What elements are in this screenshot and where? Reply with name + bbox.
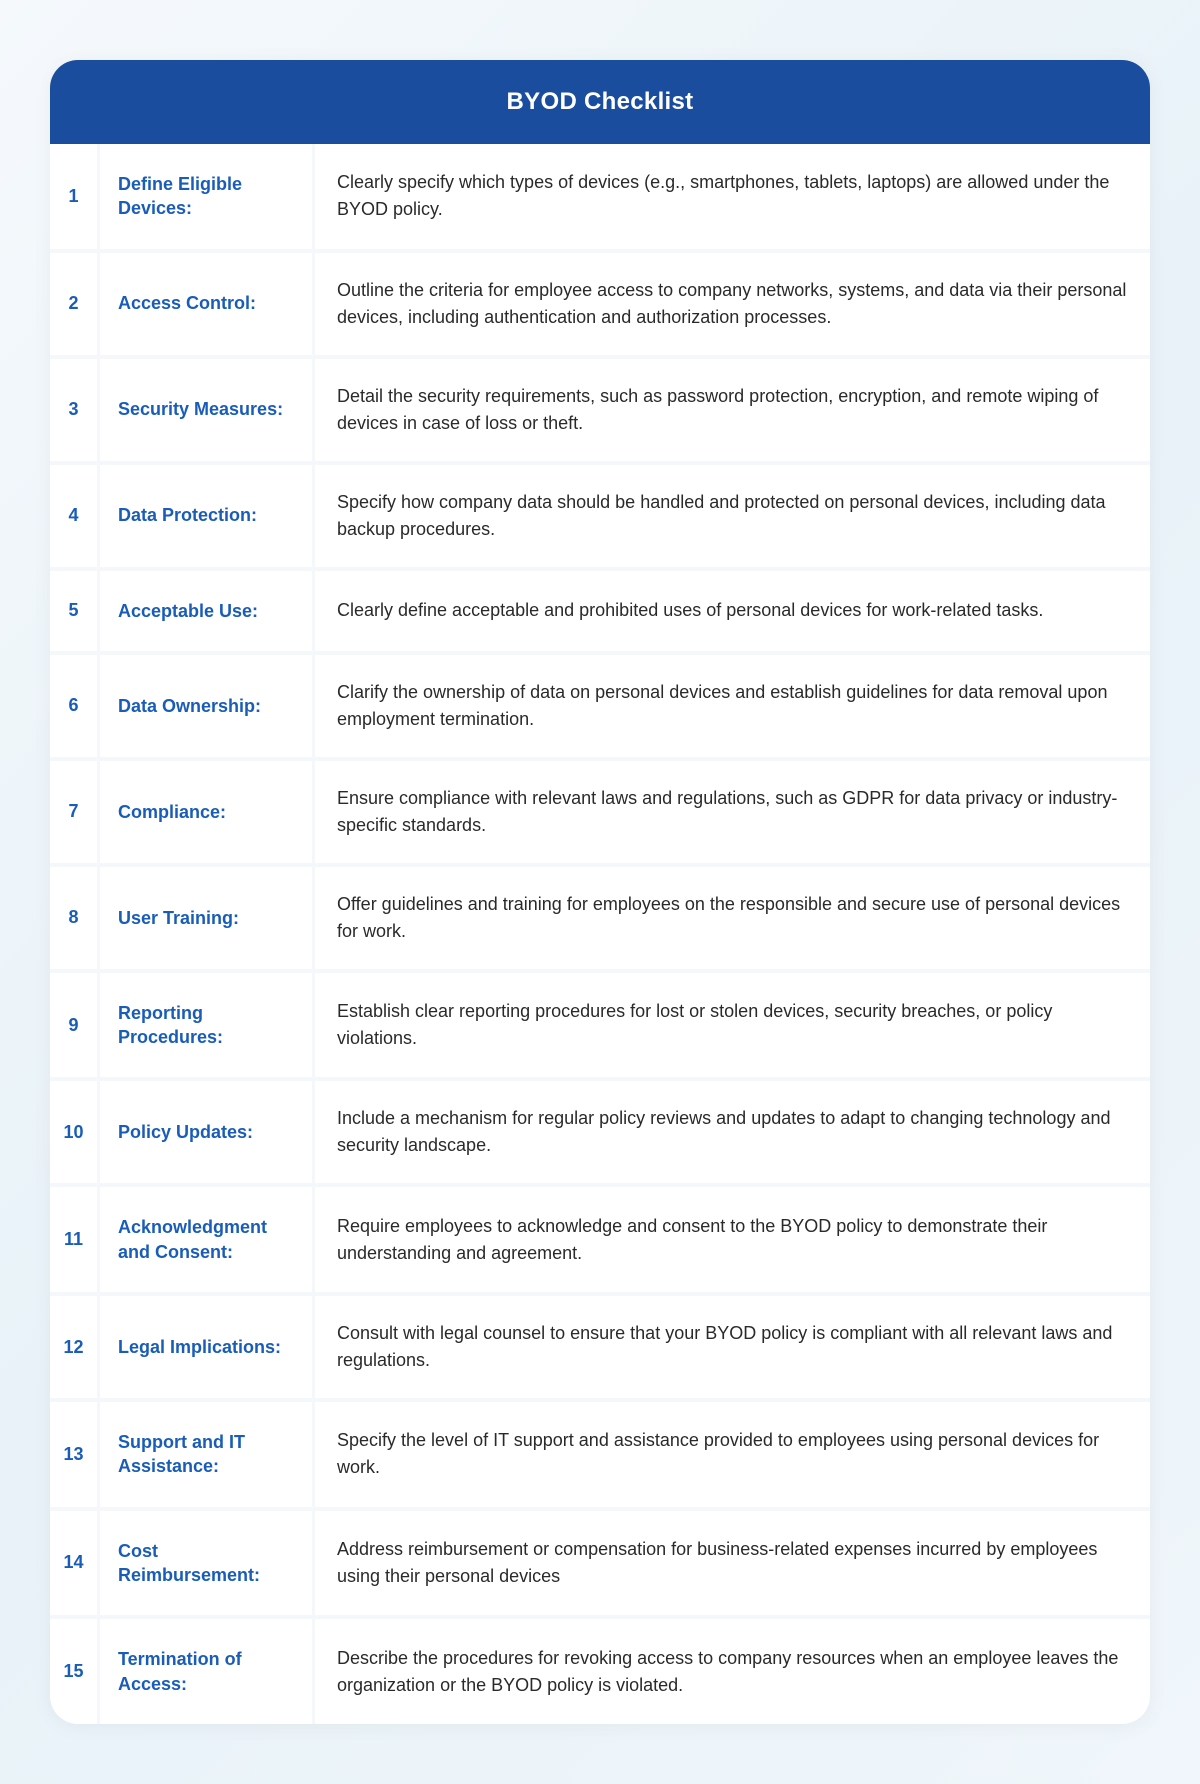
- row-number: 11: [50, 1187, 100, 1292]
- row-number: 2: [50, 253, 100, 355]
- checklist-row: 1Define Eligible Devices:Clearly specify…: [50, 144, 1150, 253]
- checklist-row: 10Policy Updates:Include a mechanism for…: [50, 1081, 1150, 1187]
- row-number: 9: [50, 973, 100, 1078]
- row-title: Support and IT Assistance:: [100, 1402, 315, 1507]
- row-description: Outline the criteria for employee access…: [315, 253, 1150, 355]
- checklist-title: BYOD Checklist: [50, 60, 1150, 144]
- checklist-row: 11Acknowledgment and Consent:Require emp…: [50, 1187, 1150, 1296]
- row-title: Policy Updates:: [100, 1081, 315, 1183]
- row-number: 8: [50, 867, 100, 969]
- row-title: Acceptable Use:: [100, 571, 315, 651]
- row-title: Acknowledgment and Consent:: [100, 1187, 315, 1292]
- row-description: Clearly specify which types of devices (…: [315, 144, 1150, 249]
- row-number: 10: [50, 1081, 100, 1183]
- row-number: 6: [50, 655, 100, 757]
- row-number: 14: [50, 1511, 100, 1616]
- row-description: Specify the level of IT support and assi…: [315, 1402, 1150, 1507]
- checklist-row: 6Data Ownership:Clarify the ownership of…: [50, 655, 1150, 761]
- row-description: Clarify the ownership of data on persona…: [315, 655, 1150, 757]
- checklist-row: 4Data Protection:Specify how company dat…: [50, 465, 1150, 571]
- checklist-row: 15Termination of Access:Describe the pro…: [50, 1619, 1150, 1724]
- row-title: Data Ownership:: [100, 655, 315, 757]
- row-number: 3: [50, 359, 100, 461]
- row-description: Specify how company data should be handl…: [315, 465, 1150, 567]
- checklist-row: 2Access Control:Outline the criteria for…: [50, 253, 1150, 359]
- checklist-row: 5Acceptable Use:Clearly define acceptabl…: [50, 571, 1150, 655]
- checklist-table: 1Define Eligible Devices:Clearly specify…: [50, 144, 1150, 1724]
- row-title: Security Measures:: [100, 359, 315, 461]
- row-number: 7: [50, 761, 100, 863]
- checklist-row: 14Cost Reimbursement:Address reimburseme…: [50, 1511, 1150, 1620]
- row-number: 1: [50, 144, 100, 249]
- row-title: Define Eligible Devices:: [100, 144, 315, 249]
- row-number: 13: [50, 1402, 100, 1507]
- row-title: Compliance:: [100, 761, 315, 863]
- row-number: 15: [50, 1619, 100, 1724]
- row-description: Clearly define acceptable and prohibited…: [315, 571, 1150, 651]
- row-description: Establish clear reporting procedures for…: [315, 973, 1150, 1078]
- checklist-row: 12Legal Implications:Consult with legal …: [50, 1296, 1150, 1402]
- row-description: Include a mechanism for regular policy r…: [315, 1081, 1150, 1183]
- checklist-row: 8User Training:Offer guidelines and trai…: [50, 867, 1150, 973]
- row-description: Require employees to acknowledge and con…: [315, 1187, 1150, 1292]
- row-description: Detail the security requirements, such a…: [315, 359, 1150, 461]
- row-description: Describe the procedures for revoking acc…: [315, 1619, 1150, 1724]
- row-title: Access Control:: [100, 253, 315, 355]
- row-description: Offer guidelines and training for employ…: [315, 867, 1150, 969]
- row-description: Address reimbursement or compensation fo…: [315, 1511, 1150, 1616]
- row-title: Legal Implications:: [100, 1296, 315, 1398]
- checklist-row: 3Security Measures:Detail the security r…: [50, 359, 1150, 465]
- checklist-row: 13Support and IT Assistance:Specify the …: [50, 1402, 1150, 1511]
- row-title: Termination of Access:: [100, 1619, 315, 1724]
- row-number: 4: [50, 465, 100, 567]
- row-title: Cost Reimbursement:: [100, 1511, 315, 1616]
- row-title: User Training:: [100, 867, 315, 969]
- checklist-row: 9Reporting Procedures:Establish clear re…: [50, 973, 1150, 1082]
- row-description: Consult with legal counsel to ensure tha…: [315, 1296, 1150, 1398]
- row-number: 12: [50, 1296, 100, 1398]
- row-title: Reporting Procedures:: [100, 973, 315, 1078]
- checklist-card: BYOD Checklist 1Define Eligible Devices:…: [50, 60, 1150, 1724]
- row-description: Ensure compliance with relevant laws and…: [315, 761, 1150, 863]
- row-number: 5: [50, 571, 100, 651]
- checklist-row: 7Compliance:Ensure compliance with relev…: [50, 761, 1150, 867]
- row-title: Data Protection:: [100, 465, 315, 567]
